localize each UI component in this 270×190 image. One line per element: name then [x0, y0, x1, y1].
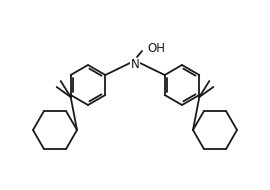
Text: OH: OH [147, 41, 165, 55]
Text: N: N [131, 59, 139, 71]
